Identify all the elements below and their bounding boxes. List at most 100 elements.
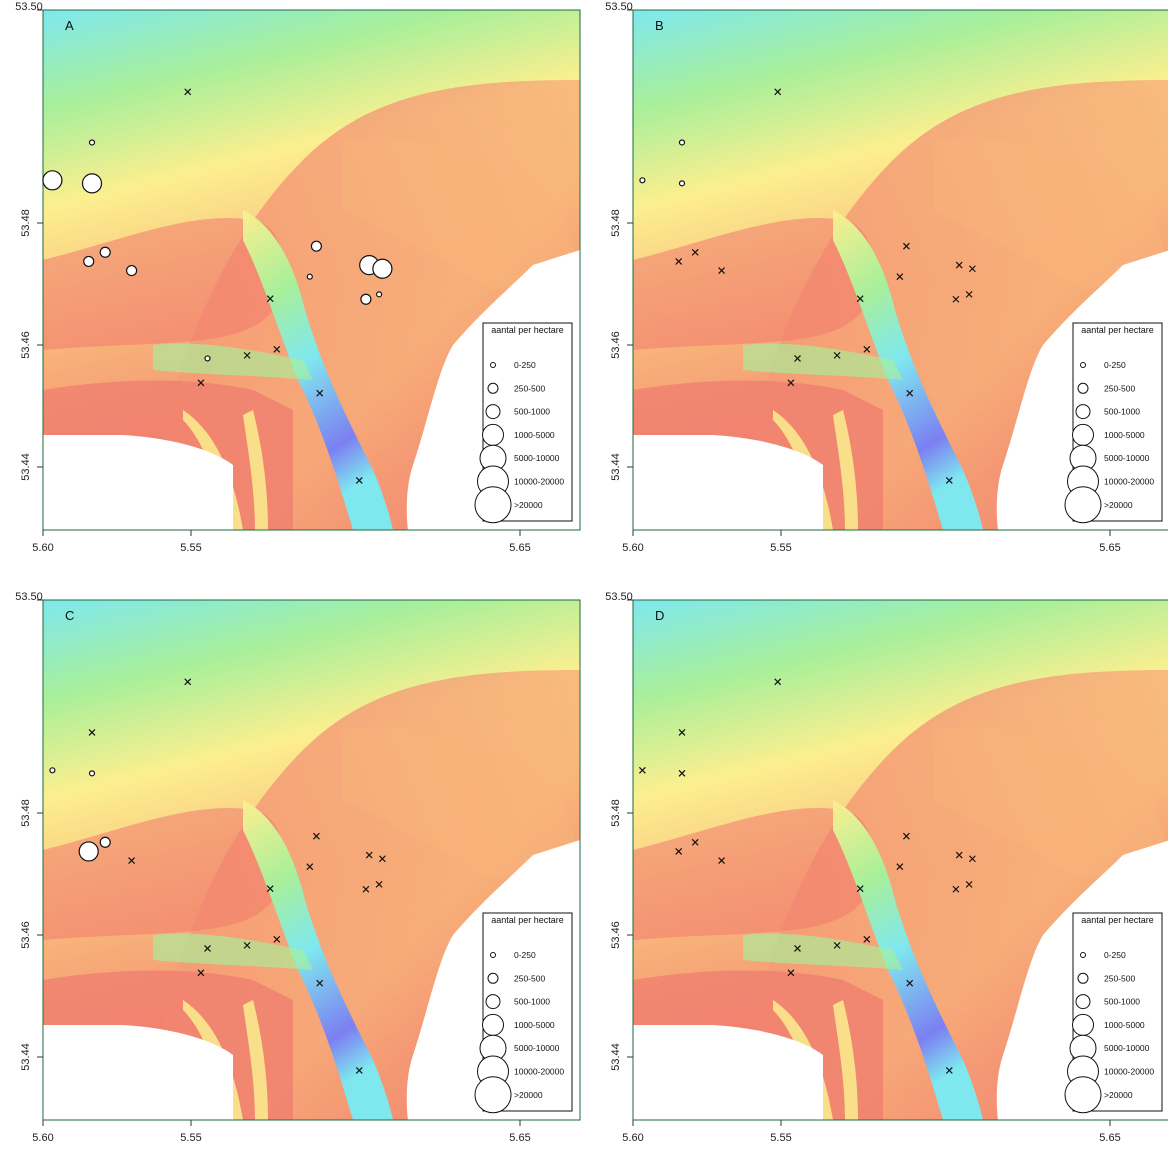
station-zero-cross (787, 969, 795, 977)
y-tick-label: 53.46 (610, 921, 622, 949)
x-tick-label: 5.60 (622, 1132, 643, 1144)
legend-symbol (1064, 1076, 1102, 1114)
x-tick-label: 5.55 (770, 1132, 791, 1144)
legend-class-label: 250-500 (514, 973, 545, 983)
station-zero-cross (273, 935, 281, 943)
y-tick-label: 53.48 (610, 209, 622, 237)
density-legend: aantal per hectare 0-250 250-500 500-1000 10… (1064, 322, 1163, 524)
legend-title: aantal per hectare (1081, 915, 1154, 925)
x-tick-label: 5.55 (180, 1132, 201, 1144)
y-tick-label: 53.48 (20, 799, 32, 827)
legend-class-label: 10000-20000 (1104, 477, 1154, 487)
station-zero-cross (675, 848, 683, 855)
station-density-circle (83, 255, 95, 268)
station-zero-cross (856, 885, 864, 893)
station-density-circle (678, 139, 686, 146)
y-tick-label: 53.44 (610, 453, 622, 481)
legend-class-label: 5000-10000 (514, 453, 560, 463)
legend-class-label: 500-1000 (514, 407, 550, 417)
plot-frame (42, 9, 581, 531)
side-channel (743, 933, 903, 970)
station-zero-cross (955, 261, 963, 269)
station-zero-cross (378, 855, 386, 863)
map-panel-a: A 5.55 5.60 5.65 53.44 53.46 53.48 53.50 aantal … (15, 1, 581, 554)
plot-frame (632, 599, 1168, 1121)
legend-class-label: 1000-5000 (1104, 1020, 1145, 1030)
tidal-flat-shape (343, 727, 580, 880)
station-zero-cross (678, 769, 686, 777)
legend-symbol (1077, 972, 1089, 984)
density-legend: aantal per hectare 0-250 250-500 500-1000 10… (474, 322, 573, 524)
legend-symbol (1077, 382, 1089, 394)
tidal-flat-shape (343, 137, 580, 290)
y-tick-label: 53.46 (20, 331, 32, 359)
legend-class-label: 0-250 (1104, 360, 1126, 370)
station-zero-cross (794, 354, 801, 362)
legend-class-label: 1000-5000 (514, 1020, 555, 1030)
station-zero-cross (375, 880, 383, 888)
station-density-circle (99, 246, 111, 258)
land-mass (633, 1025, 823, 1120)
map-panel-c: C 5.55 5.60 5.65 53.44 53.46 53.48 53.50 aantal … (15, 591, 581, 1144)
station-density-circle (306, 273, 313, 280)
side-channel (243, 1000, 268, 1120)
station-zero-cross (902, 242, 910, 250)
station-zero-cross (718, 857, 726, 865)
station-zero-cross (863, 935, 871, 943)
station-density-circle (125, 264, 138, 277)
station-zero-cross (968, 265, 976, 273)
legend-class-label: 0-250 (514, 950, 536, 960)
legend-class-label: 10000-20000 (514, 477, 564, 487)
y-tick-label: 53.50 (15, 1, 43, 13)
map-panel-d: D 5.55 5.60 5.65 53.44 53.46 53.48 53.50 aantal … (605, 591, 1168, 1144)
panel-letter: C (65, 608, 74, 623)
legend-symbol (485, 404, 501, 420)
station-density-circle (81, 173, 103, 194)
legend-symbol (490, 362, 496, 368)
station-zero-cross (675, 258, 683, 265)
legend-class-label: 5000-10000 (1104, 1043, 1150, 1053)
station-zero-cross (691, 248, 699, 256)
side-channel (243, 410, 268, 530)
station-density-circle (310, 240, 322, 252)
legend-class-label: 5000-10000 (1104, 453, 1150, 463)
station-zero-cross (945, 1066, 953, 1074)
side-channel (833, 410, 858, 530)
plot-frame (632, 9, 1168, 531)
station-density-circle (204, 355, 211, 362)
station-density-circle (99, 836, 111, 848)
side-channel (153, 343, 313, 380)
x-tick-label: 5.60 (622, 542, 643, 554)
plot-frame (42, 599, 581, 1121)
legend-symbol (485, 994, 501, 1010)
land-mass (43, 1025, 233, 1120)
station-zero-cross (902, 832, 910, 840)
station-zero-cross (355, 1066, 363, 1074)
y-tick-label: 53.50 (605, 591, 633, 603)
station-zero-cross (88, 729, 96, 736)
station-zero-cross (355, 476, 363, 484)
legend-class-label: 5000-10000 (514, 1043, 560, 1053)
legend-class-label: 500-1000 (1104, 407, 1140, 417)
legend-symbol (1075, 404, 1091, 420)
density-legend: aantal per hectare 0-250 250-500 500-1000 10… (1064, 912, 1163, 1114)
legend-symbol (474, 1076, 512, 1114)
x-tick-label: 5.65 (509, 1132, 530, 1144)
station-zero-cross (965, 290, 973, 298)
station-zero-cross (787, 379, 795, 387)
x-tick-label: 5.60 (32, 542, 53, 554)
station-density-circle (78, 841, 99, 862)
x-tick-label: 5.65 (1099, 542, 1120, 554)
station-zero-cross (794, 944, 801, 952)
station-zero-cross (266, 295, 274, 303)
station-density-circle (88, 139, 96, 146)
legend-symbol (1072, 423, 1094, 446)
station-zero-cross (945, 476, 953, 484)
station-zero-cross (678, 729, 686, 736)
station-zero-cross (184, 678, 192, 686)
station-density-circle (360, 293, 372, 305)
bathymetry-layer (43, 10, 580, 530)
y-tick-label: 53.44 (610, 1043, 622, 1071)
station-zero-cross (365, 851, 373, 859)
